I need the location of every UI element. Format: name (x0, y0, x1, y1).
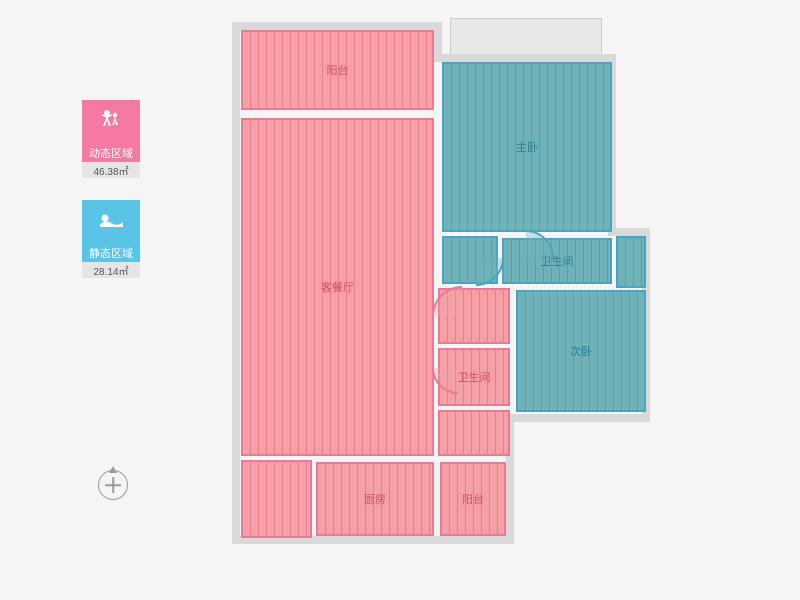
room-balcony-top: 阳台 (241, 30, 434, 110)
legend-dynamic-label: 动态区域 (82, 144, 140, 162)
room-label-balcony-top: 阳台 (327, 62, 349, 78)
wall (232, 22, 436, 30)
legend-dynamic-icon-box (82, 100, 140, 144)
wall (232, 22, 240, 544)
door-arc (432, 286, 462, 316)
room-label-kitchen: 厨房 (364, 491, 386, 507)
legend-static-icon-box (82, 200, 140, 244)
room-label-bathroom-2: 卫生间 (458, 369, 491, 385)
people-icon (97, 106, 125, 139)
room-hall-bot (241, 460, 312, 538)
door-arc (476, 258, 504, 286)
room-master-bed: 主卧 (442, 62, 612, 232)
door-arc (526, 230, 554, 258)
balcony-rail (450, 18, 602, 56)
room-living-ext2 (438, 410, 510, 456)
room-living-dining: 客餐厅 (241, 118, 434, 456)
room-bathroom-1: 卫生间 (502, 238, 612, 284)
legend-static-label: 静态区域 (82, 244, 140, 262)
compass-icon (98, 470, 128, 500)
room-second-ext (616, 236, 646, 288)
wall (434, 22, 442, 62)
floorplan-canvas: 阳台客餐厅卫生间厨房阳台主卧卫生间次卧动态区域46.38㎡静态区域28.14㎡ (0, 0, 800, 600)
legend-dynamic-value: 46.38㎡ (82, 162, 140, 178)
room-label-second-bed: 次卧 (570, 343, 592, 359)
room-second-bed: 次卧 (516, 290, 646, 412)
room-label-balcony-bot: 阳台 (462, 491, 484, 507)
room-balcony-bot: 阳台 (440, 462, 506, 536)
room-label-master-bed: 主卧 (516, 139, 538, 155)
wall (434, 54, 616, 62)
room-kitchen: 厨房 (316, 462, 434, 536)
sleep-icon (96, 209, 126, 236)
room-label-living-dining: 客餐厅 (321, 279, 354, 295)
legend-static-value: 28.14㎡ (82, 262, 140, 278)
wall (506, 414, 650, 422)
door-arc (432, 368, 458, 394)
